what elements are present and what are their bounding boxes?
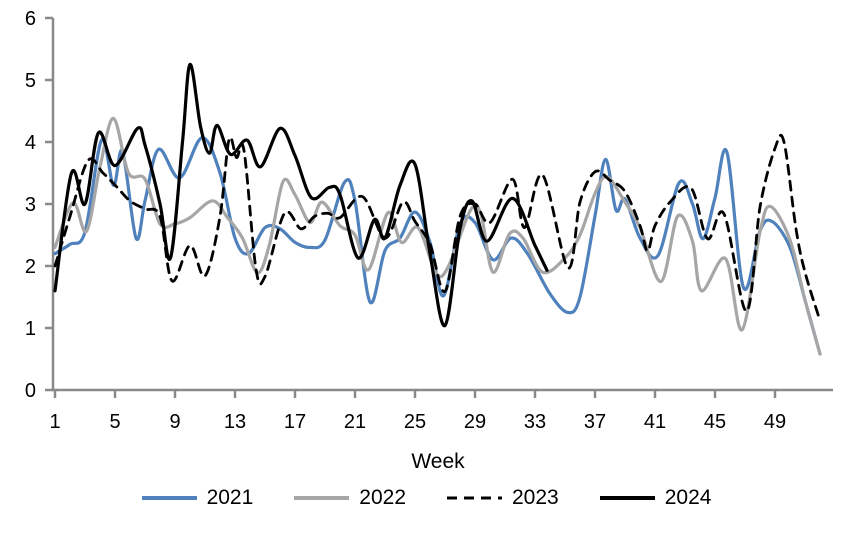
axes: [45, 16, 833, 398]
legend: 2021 2022 2023 2024: [0, 487, 852, 508]
legend-item-2024: 2024: [599, 486, 712, 509]
x-axis-title: Week: [411, 450, 465, 473]
x-tick-label: 17: [284, 411, 306, 433]
legend-item-2021: 2021: [141, 486, 254, 509]
legend-line-sample: [599, 495, 655, 500]
x-tick-label: 37: [584, 411, 606, 433]
x-tick-label: 25: [404, 411, 426, 433]
y-tick-label: 1: [25, 318, 36, 340]
legend-line-sample: [141, 495, 197, 500]
legend-label: 2022: [359, 486, 406, 509]
series-line-2024: [53, 62, 549, 328]
legend-line-sample: [294, 495, 350, 500]
y-tick-label: 3: [25, 194, 36, 216]
y-tick-label: 4: [25, 132, 36, 154]
x-tick-label: 5: [109, 411, 120, 433]
x-tick-label: 45: [704, 411, 726, 433]
legend-item-2023: 2023: [446, 487, 559, 508]
legend-label: 2021: [206, 486, 254, 509]
legend-label: 2023: [512, 486, 559, 509]
series-line-2023: [53, 133, 822, 322]
x-tick-label: 29: [464, 411, 486, 433]
y-tick-label: 0: [25, 380, 36, 402]
y-tick-label: 5: [25, 70, 36, 92]
y-tick-label: 6: [25, 8, 36, 30]
y-tick-label: 2: [25, 256, 36, 278]
legend-line-sample: [447, 496, 502, 499]
x-tick-label: 1: [49, 411, 60, 433]
series-lines: [53, 62, 822, 356]
x-tick-label: 33: [524, 411, 546, 433]
series-line-2021: [53, 136, 822, 356]
x-tick-label: 49: [764, 411, 786, 433]
x-tick-label: 21: [344, 411, 366, 433]
x-tick-label: 9: [169, 411, 180, 433]
x-tick-label: 41: [644, 411, 666, 433]
x-tick-label: 13: [224, 411, 246, 433]
legend-item-2022: 2022: [293, 487, 406, 508]
legend-label: 2024: [664, 486, 712, 509]
